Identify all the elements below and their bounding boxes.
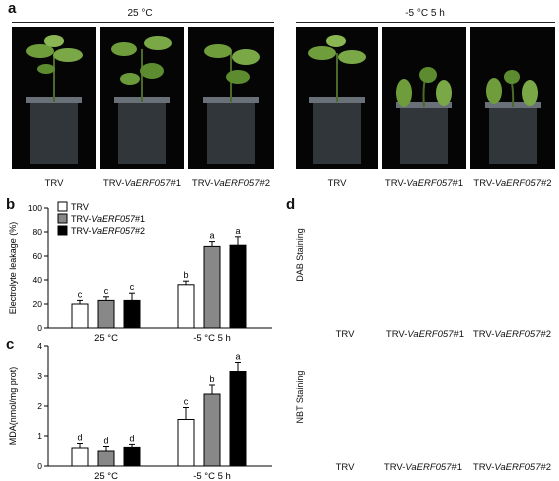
significance-letter: c bbox=[184, 397, 189, 407]
category-label: -5 °C 5 h bbox=[193, 471, 231, 481]
caption-d-nbt-vaerf057-2: TRV-VaERF057#2 bbox=[472, 462, 552, 473]
y-tick-label: 100 bbox=[28, 203, 42, 213]
y-axis-label: Electrolyte leakage (%) bbox=[8, 222, 18, 315]
caption-a-minus5c-trv: TRV bbox=[327, 178, 347, 189]
legend-swatch bbox=[57, 213, 68, 224]
caption-a-25c-vaerf057-2: TRV-VaERF057#2 bbox=[191, 178, 271, 189]
legend-label: TRV-VaERF057#2 bbox=[71, 226, 145, 236]
significance-letter: b bbox=[209, 374, 214, 384]
plant-photo-25c-vaerf057-2 bbox=[188, 27, 274, 169]
caption-d-dab-trv: TRV bbox=[335, 329, 355, 340]
panel-b-label: b bbox=[6, 196, 16, 213]
significance-letter: d bbox=[129, 433, 134, 443]
category-label: 25 °C bbox=[94, 471, 118, 481]
condition-25c-line bbox=[12, 22, 274, 23]
y-tick-label: 0 bbox=[37, 323, 42, 333]
y-axis-label: MDA(nmol/mg prot) bbox=[8, 367, 18, 446]
caption-d-nbt-vaerf057-1: TRV-VaERF057#1 bbox=[383, 462, 463, 473]
chart-electrolyte-leakage: 0 20 40 60 80 100 Electrolyte leakage (%) c c c 25… bbox=[8, 201, 272, 344]
bar bbox=[229, 371, 247, 467]
y-tick-label: 3 bbox=[37, 371, 42, 381]
bar bbox=[71, 447, 89, 467]
y-tick-label: 0 bbox=[37, 461, 42, 471]
legend-swatch bbox=[57, 225, 68, 236]
bar bbox=[177, 284, 195, 329]
bar bbox=[97, 450, 115, 467]
condition-minus5c-label: -5 °C 5 h bbox=[405, 8, 445, 19]
panel-a-label: a bbox=[8, 0, 17, 17]
bar bbox=[229, 244, 247, 329]
significance-letter: c bbox=[78, 289, 83, 299]
plant-photo-minus5c-vaerf057-1 bbox=[382, 27, 466, 169]
condition-25c-label: 25 °C bbox=[127, 8, 153, 19]
y-tick-label: 2 bbox=[37, 401, 42, 411]
y-tick-label: 4 bbox=[37, 341, 42, 351]
legend-label: TRV-VaERF057#1 bbox=[71, 214, 145, 224]
bar bbox=[71, 303, 89, 329]
significance-letter: d bbox=[103, 436, 108, 446]
significance-letter: b bbox=[183, 270, 188, 280]
legend-label: TRV bbox=[71, 202, 89, 212]
plant-photo-minus5c-trv bbox=[296, 27, 378, 169]
legend-swatch bbox=[57, 201, 68, 212]
caption-a-25c-trv: TRV bbox=[44, 178, 64, 189]
bar bbox=[203, 245, 221, 329]
y-tick-label: 40 bbox=[33, 275, 43, 285]
caption-a-minus5c-vaerf057-1: TRV-VaERF057#1 bbox=[384, 178, 464, 189]
significance-letter: a bbox=[235, 226, 240, 236]
y-tick-label: 20 bbox=[33, 299, 43, 309]
significance-letter: c bbox=[104, 286, 109, 296]
bar bbox=[177, 419, 195, 467]
y-tick-label: 80 bbox=[33, 227, 43, 237]
y-tick-label: 60 bbox=[33, 251, 43, 261]
significance-letter: d bbox=[77, 433, 82, 443]
bar bbox=[123, 299, 141, 329]
panel-d-label: d bbox=[286, 196, 296, 213]
plant-photo-25c-vaerf057-1 bbox=[100, 27, 184, 169]
caption-a-25c-vaerf057-1: TRV-VaERF057#1 bbox=[102, 178, 182, 189]
caption-d-dab-vaerf057-2: TRV-VaERF057#2 bbox=[472, 329, 552, 340]
plant-photo-25c-trv bbox=[12, 27, 96, 169]
bar bbox=[203, 393, 221, 467]
bar bbox=[123, 446, 141, 467]
bar bbox=[97, 299, 115, 329]
panel-c-label: c bbox=[6, 336, 15, 353]
category-label: -5 °C 5 h bbox=[193, 333, 231, 344]
caption-d-nbt-trv: TRV bbox=[335, 462, 355, 473]
y-tick-label: 1 bbox=[37, 431, 42, 441]
caption-d-dab-vaerf057-1: TRV-VaERF057#1 bbox=[385, 329, 465, 340]
significance-letter: a bbox=[209, 231, 214, 241]
condition-minus5c-line bbox=[296, 22, 555, 23]
chart-mda: 0 1 2 3 4 MDA(nmol/mg prot) d d d 25 °C c b a -5 °C 5… bbox=[8, 341, 272, 481]
caption-a-minus5c-vaerf057-2: TRV-VaERF057#2 bbox=[473, 178, 552, 189]
significance-letter: a bbox=[235, 352, 240, 362]
plant-photo-minus5c-vaerf057-2 bbox=[470, 27, 555, 169]
significance-letter: c bbox=[130, 282, 135, 292]
category-label: 25 °C bbox=[94, 333, 118, 344]
